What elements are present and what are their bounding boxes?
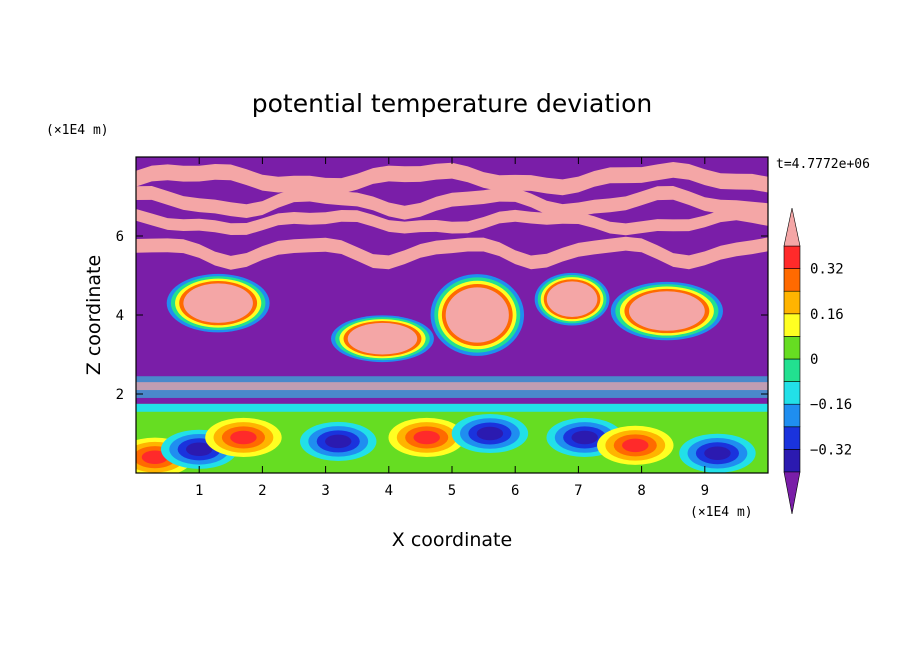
plume-core [546,281,598,317]
eddy-contour [141,450,169,464]
colorbar-extend-max [783,207,801,247]
plume-core [347,322,418,355]
x-axis-ticks: 1 2 3 4 5 6 7 8 9 [195,157,709,499]
x-tick-label: 8 [637,483,645,499]
y-tick-label: 6 [116,229,124,245]
colorbar: 0.32 0.16 0 −0.16 −0.32 [783,207,852,515]
eddy-contour [325,434,352,449]
y-axis-ticks: 2 4 6 [116,229,768,403]
x-tick-label: 7 [574,483,582,499]
interface-layer [136,382,768,391]
eddy-contour [476,426,504,441]
colorbar-label: 0.32 [810,262,844,278]
eddy-contour [185,442,213,457]
eddy-contour [622,438,649,453]
x-tick-label: 5 [448,483,456,499]
colorbar-box [783,313,801,337]
stratified-band [136,162,768,196]
colorbar-box [783,358,801,382]
x-tick-label: 9 [701,483,709,499]
x-tick-label: 2 [258,483,266,499]
x-tick-label: 1 [195,483,203,499]
colorbar-box [783,449,801,473]
x-tick-label: 3 [321,483,329,499]
stratified-band [136,208,768,236]
plume-core [628,291,705,331]
colorbar-box [783,403,801,428]
x-tick-label: 6 [511,483,519,499]
colorbar-box [783,268,801,292]
boundary-layer-top [136,403,768,412]
colorbar-box [783,336,801,360]
plume-core [445,287,509,343]
colorbar-extend-min [783,471,801,515]
colorbar-label: 0 [810,352,818,368]
x-axis-label: X coordinate [392,529,512,551]
y-tick-label: 2 [116,387,124,403]
x-axis-unit: (×1E4 m) [690,505,753,520]
colorbar-label: −0.32 [810,442,852,458]
eddy-contour [571,430,598,445]
colorbar-box [783,426,801,450]
y-axis-label: Z coordinate [83,255,105,375]
eddy-contour [413,430,440,445]
y-axis-unit: (×1E4 m) [46,123,109,138]
plume-core [183,283,253,323]
colorbar-box [783,381,801,405]
time-label: t=4.7772e+06 [776,157,870,172]
colorbar-box [783,290,801,315]
y-tick-label: 4 [116,308,124,324]
x-tick-label: 4 [385,483,393,499]
stratified-band [136,236,768,270]
eddy-contour [230,430,257,445]
colorbar-box [783,245,801,269]
eddy-contour [704,446,731,461]
contour-field [136,162,768,473]
colorbar-label: −0.16 [810,397,852,413]
chart-title: potential temperature deviation [252,89,652,118]
colorbar-label: 0.16 [810,307,844,323]
stratified-band [136,186,768,220]
